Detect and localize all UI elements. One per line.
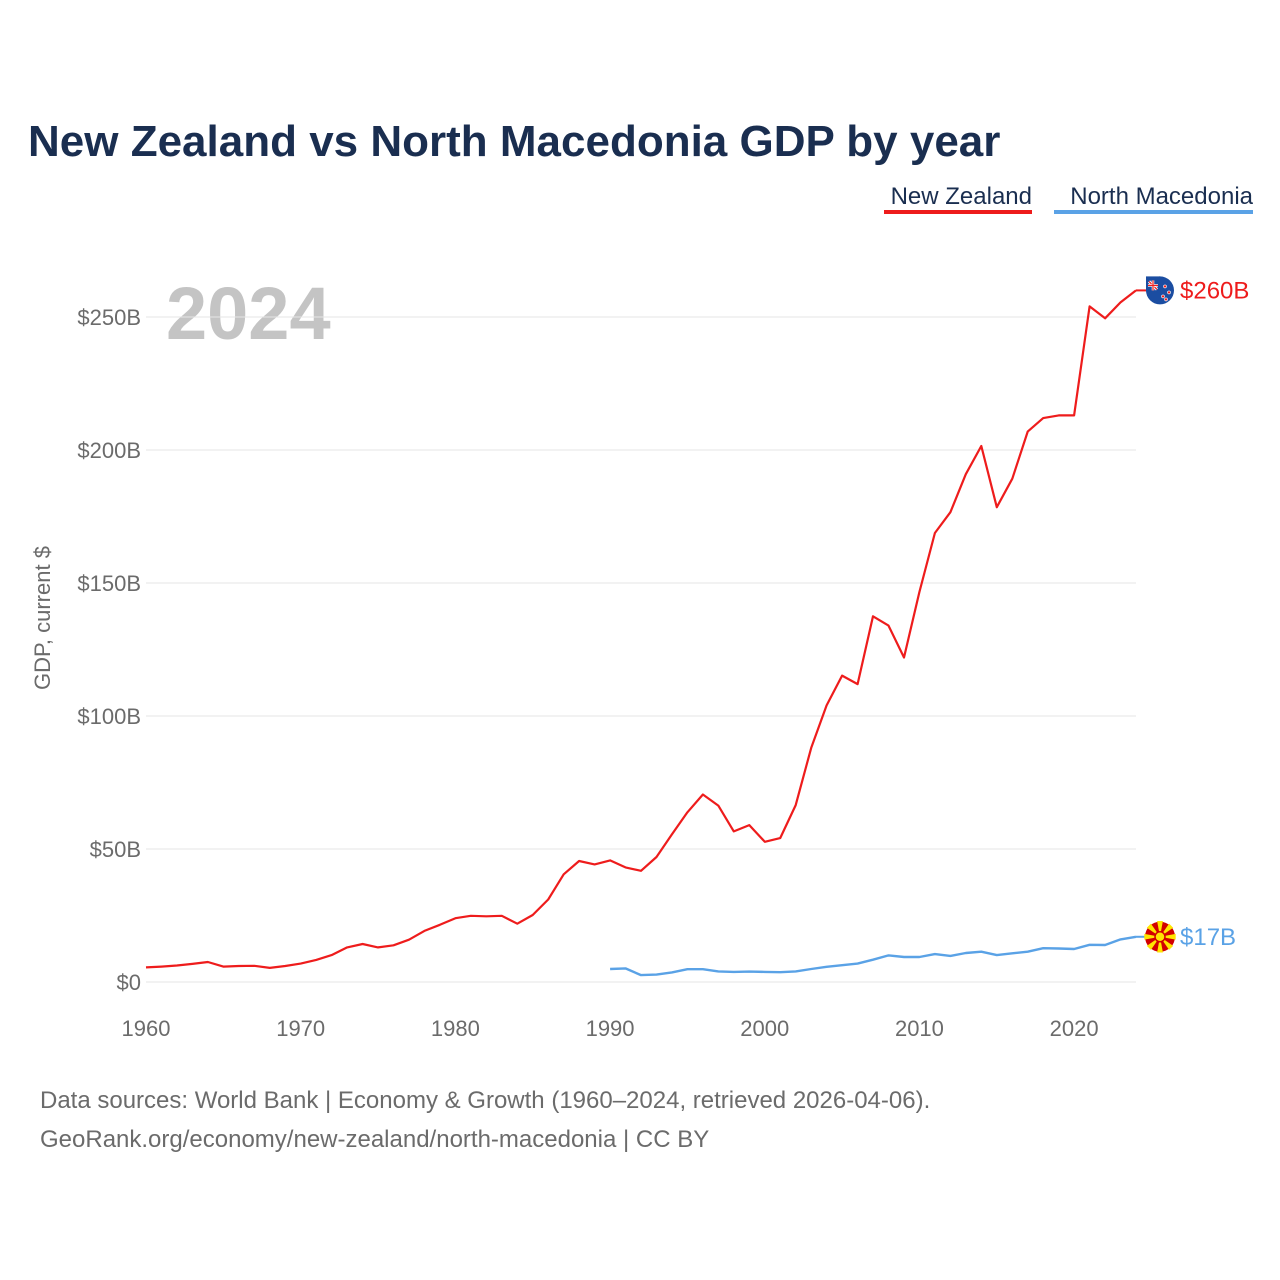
series-line-mk[interactable] xyxy=(610,935,1137,977)
legend-underline-new-zealand xyxy=(884,210,1032,214)
y-tick-label: $200B xyxy=(77,438,141,463)
legend-item-north-macedonia[interactable]: North Macedonia xyxy=(1054,183,1254,214)
y-tick-label: $100B xyxy=(77,704,141,729)
x-tick-label: 1980 xyxy=(431,1016,480,1041)
source-line-1: Data sources: World Bank | Economy & Gro… xyxy=(40,1087,930,1114)
y-tick-label: $150B xyxy=(77,571,141,596)
x-tick-label: 2010 xyxy=(895,1016,944,1041)
x-tick-labels: 1960 1970 1980 1990 2000 2010 2020 xyxy=(122,1016,1099,1041)
x-tick-label: 1970 xyxy=(276,1016,325,1041)
x-tick-label: 2020 xyxy=(1050,1016,1099,1041)
legend-label-new-zealand[interactable]: New Zealand xyxy=(891,183,1032,210)
end-markers: $260B $17B xyxy=(1136,276,1249,953)
chart-title: New Zealand vs North Macedonia GDP by ye… xyxy=(28,117,1000,166)
year-watermark: 2024 xyxy=(166,272,331,355)
series-lines xyxy=(145,289,1137,977)
gridlines xyxy=(146,316,1136,983)
end-label-mk: $17B xyxy=(1180,924,1236,951)
north-macedonia-flag-icon xyxy=(1144,921,1176,953)
x-tick-label: 1960 xyxy=(122,1016,171,1041)
y-tick-labels: $0 $50B $100B $150B $200B $250B xyxy=(77,305,141,995)
legend-label-north-macedonia[interactable]: North Macedonia xyxy=(1070,183,1253,210)
y-tick-label: $0 xyxy=(117,970,141,995)
legend: New Zealand North Macedonia xyxy=(884,183,1254,214)
new-zealand-flag-icon xyxy=(1146,276,1174,305)
y-tick-label: $50B xyxy=(90,837,141,862)
x-tick-label: 1990 xyxy=(586,1016,635,1041)
y-axis-title: GDP, current $ xyxy=(30,546,55,690)
series-line-nz[interactable] xyxy=(145,289,1137,970)
end-label-nz: $260B xyxy=(1180,277,1249,304)
x-tick-label: 2000 xyxy=(740,1016,789,1041)
y-tick-label: $250B xyxy=(77,305,141,330)
legend-underline-north-macedonia xyxy=(1054,210,1253,214)
legend-item-new-zealand[interactable]: New Zealand xyxy=(884,183,1032,214)
source-line-2[interactable]: GeoRank.org/economy/new-zealand/north-ma… xyxy=(40,1126,709,1153)
